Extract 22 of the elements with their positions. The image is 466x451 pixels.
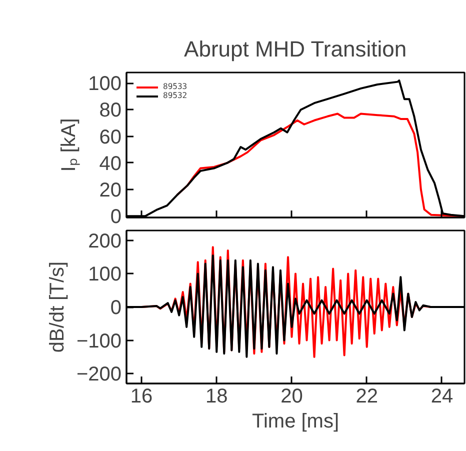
y-tick-label: −100 — [76, 330, 122, 352]
y-tick-label: 200 — [88, 230, 122, 252]
x-tick-label: 18 — [206, 386, 228, 408]
legend-label: 89532 — [163, 91, 188, 100]
y-tick-label: −200 — [76, 364, 122, 386]
legend-label: 89533 — [163, 82, 188, 91]
y-tick-label: 0 — [110, 206, 122, 228]
y-axis-title: Iₚ [kA] — [58, 118, 80, 172]
y-tick-label: 40 — [99, 152, 122, 175]
y-tick-label: 60 — [99, 126, 122, 148]
chart-title: Abrupt MHD Transition — [184, 36, 407, 62]
y-tick-label: 80 — [99, 100, 122, 122]
y-tick-label: 0 — [110, 297, 122, 319]
y-tick-label: 20 — [99, 180, 122, 202]
x-tick-label: 16 — [130, 386, 153, 408]
x-tick-label: 24 — [430, 386, 454, 408]
y-tick-label: 100 — [88, 73, 122, 96]
x-axis-title: Time [ms] — [252, 410, 340, 432]
x-tick-label: 20 — [280, 386, 303, 408]
x-tick-label: 22 — [356, 386, 378, 408]
y-axis-title: dB/dt [T/s] — [46, 261, 68, 353]
y-tick-label: 100 — [88, 264, 122, 286]
